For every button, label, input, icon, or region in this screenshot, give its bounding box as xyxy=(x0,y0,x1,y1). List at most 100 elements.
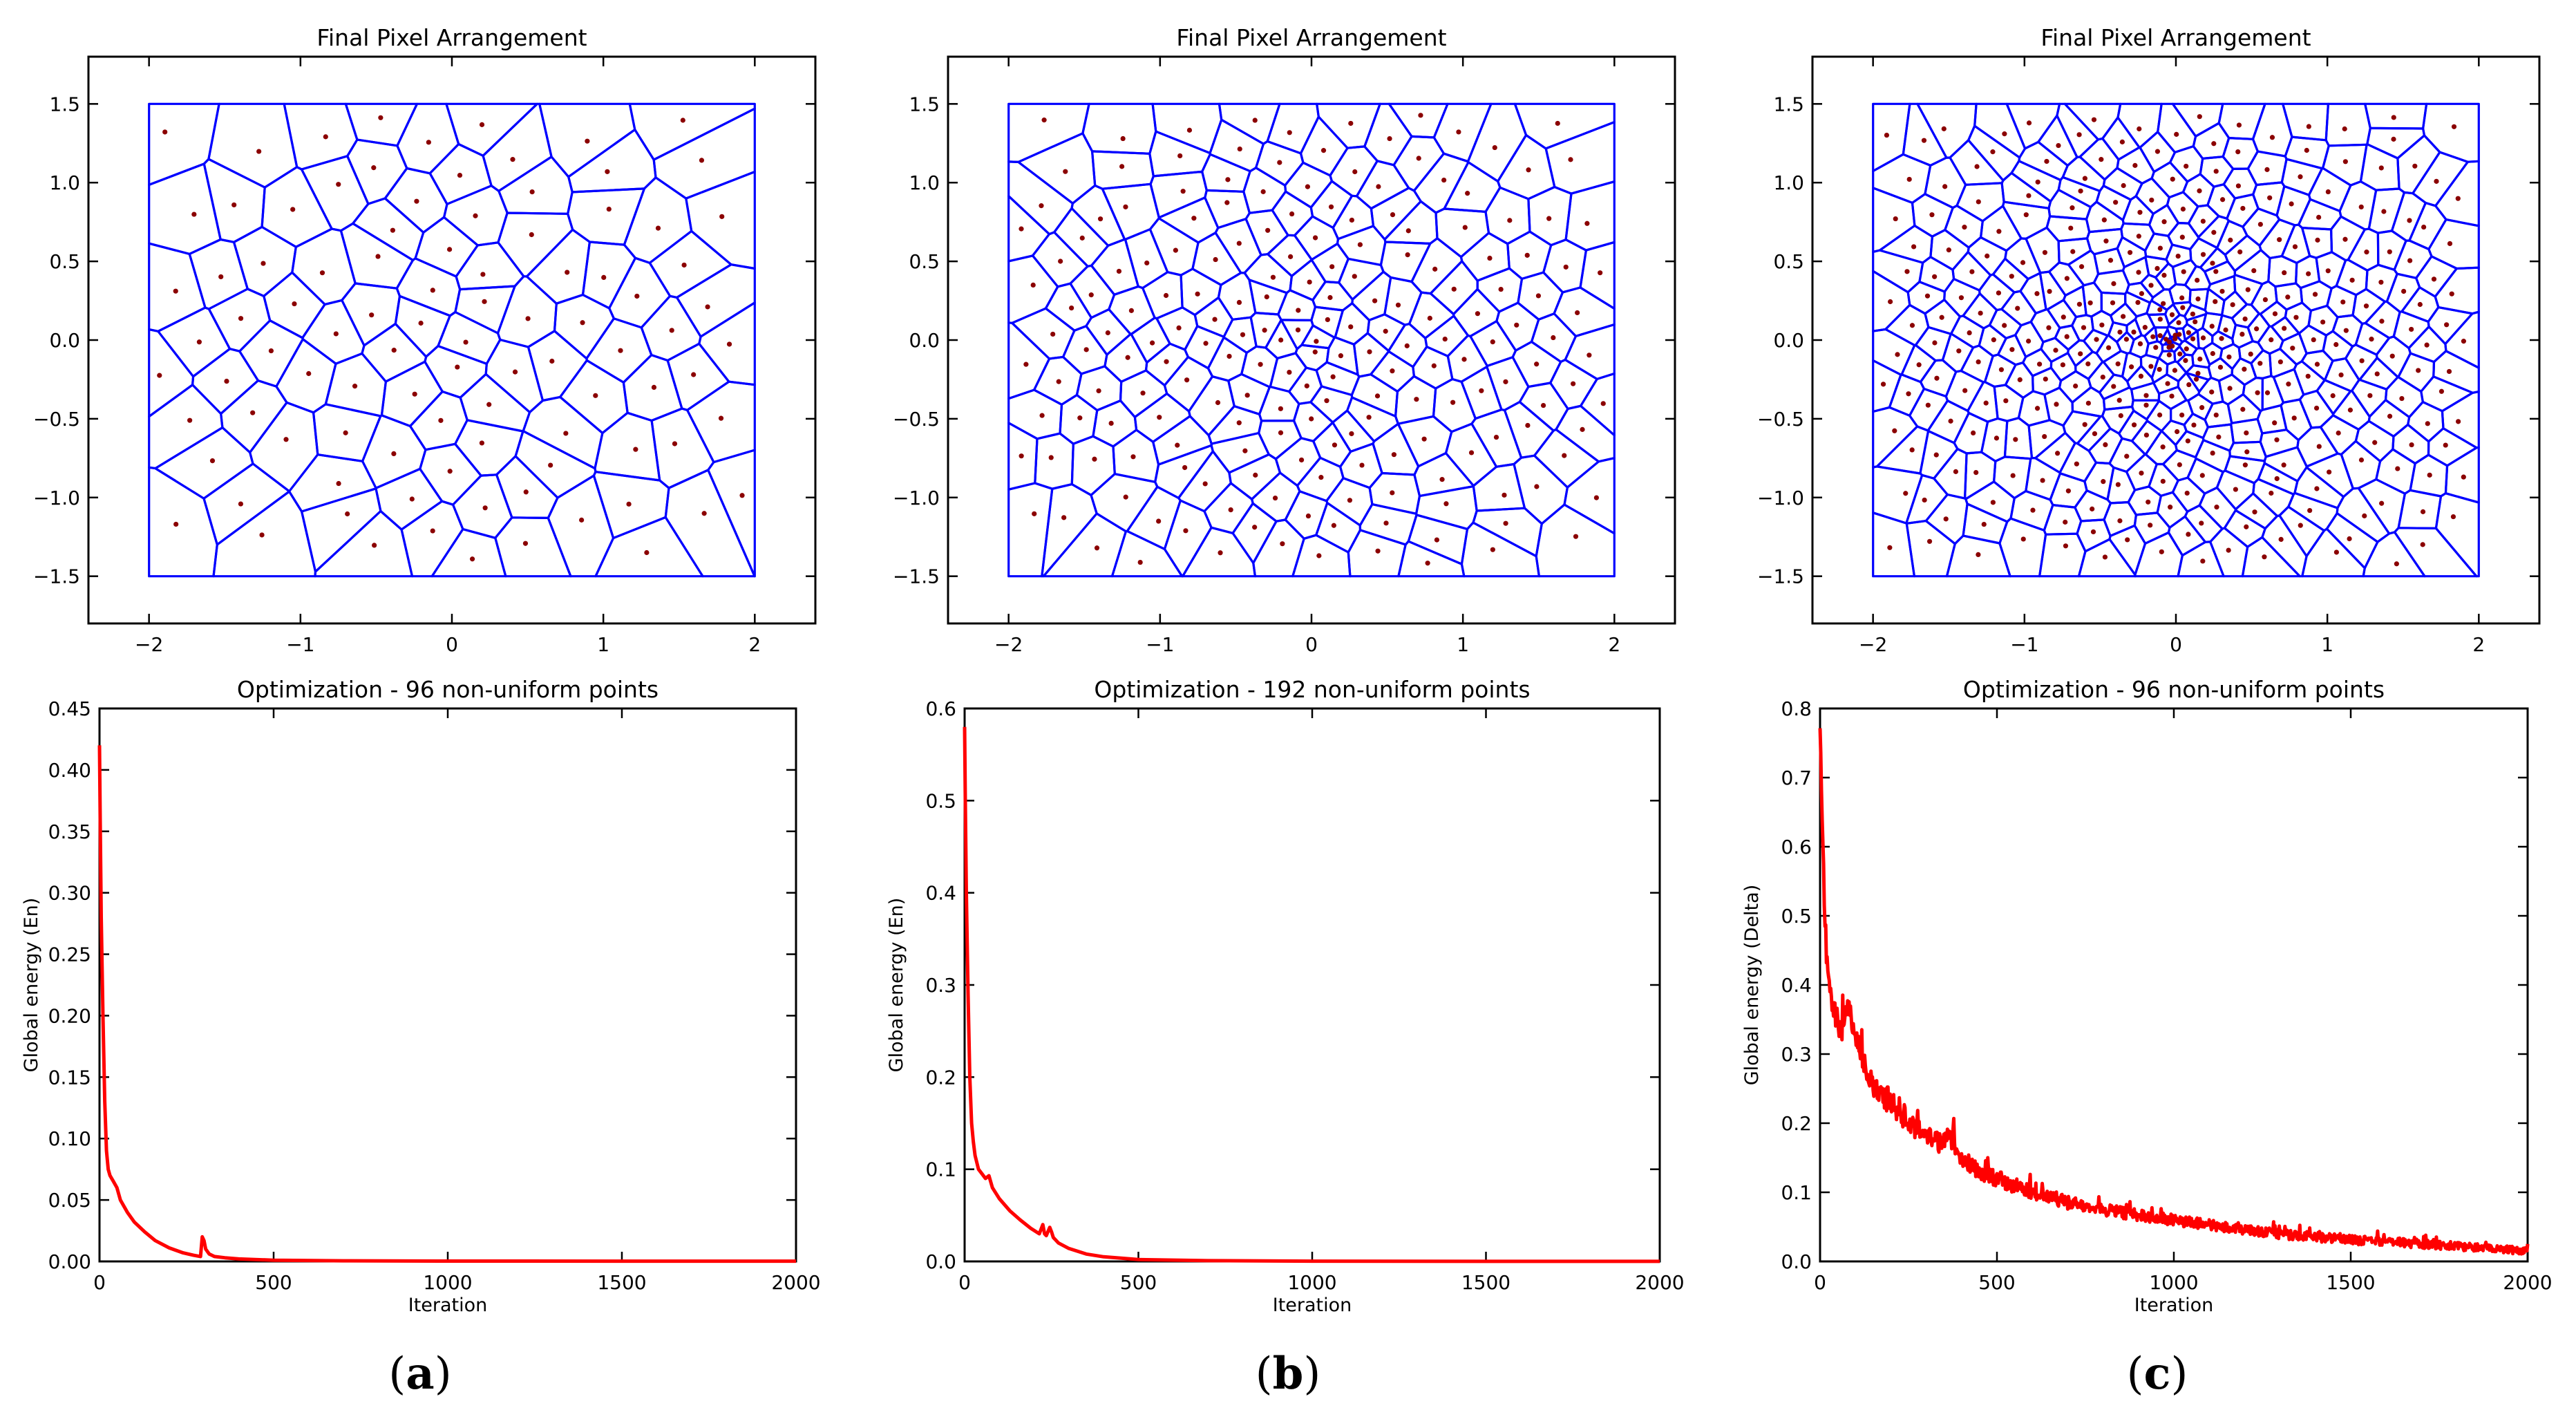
y-tick-label-2-3: 0.0 xyxy=(1773,329,1804,352)
voronoi-site xyxy=(1390,212,1396,218)
voronoi-site xyxy=(1990,500,1996,505)
voronoi-site xyxy=(1434,537,1440,543)
voronoi-site xyxy=(1942,184,1948,189)
voronoi-site xyxy=(2070,249,2076,254)
voronoi-site xyxy=(323,134,328,140)
voronoi-site xyxy=(2157,317,2163,322)
y-tick-label-4-1: 0.1 xyxy=(925,1158,956,1181)
voronoi-site xyxy=(1490,339,1495,345)
voronoi-site xyxy=(2163,337,2169,342)
voronoi-site xyxy=(2025,338,2032,344)
energy-line-4-0 xyxy=(963,726,1660,1263)
voronoi-cell xyxy=(220,379,288,454)
voronoi-cell xyxy=(1980,205,2023,252)
voronoi-site xyxy=(2455,196,2461,201)
x-tick-label-1-3: 1 xyxy=(1457,633,1469,656)
voronoi-site xyxy=(2277,359,2283,365)
voronoi-site xyxy=(2190,336,2196,341)
voronoi-site xyxy=(2160,444,2166,450)
voronoi-site xyxy=(2053,348,2058,353)
voronoi-cell xyxy=(498,156,574,215)
voronoi-site xyxy=(2184,490,2190,496)
voronoi-site xyxy=(336,480,341,487)
voronoi-site xyxy=(2254,326,2260,332)
voronoi-site xyxy=(2461,339,2467,344)
voronoi-site xyxy=(2137,126,2142,132)
voronoi-site xyxy=(1144,260,1150,266)
x-tick-label-2-2: 0 xyxy=(2170,633,2182,656)
voronoi-cell xyxy=(1368,471,1421,515)
x-tick-label-2-3: 1 xyxy=(2321,633,2333,656)
voronoi-site xyxy=(2078,188,2083,194)
voronoi-cell xyxy=(1432,102,1493,163)
voronoi-site xyxy=(1108,420,1114,426)
voronoi-site xyxy=(1039,413,1045,418)
voronoi-site xyxy=(1996,229,2002,234)
voronoi-cell xyxy=(1142,271,1184,320)
voronoi-site xyxy=(2110,300,2116,306)
voronoi-cell xyxy=(648,229,732,299)
voronoi-cell xyxy=(148,328,195,418)
voronoi-site xyxy=(680,118,685,123)
voronoi-site xyxy=(2002,131,2007,137)
voronoi-site xyxy=(2115,482,2121,487)
y-tick-label-5-0: 0.0 xyxy=(1781,1250,1812,1273)
voronoi-site xyxy=(2315,237,2320,243)
voronoi-cell xyxy=(707,449,756,578)
voronoi-cell xyxy=(2324,102,2371,147)
voronoi-site xyxy=(2153,345,2159,350)
voronoi-site xyxy=(1331,523,1336,528)
voronoi-cell xyxy=(2108,524,2147,576)
voronoi-site xyxy=(510,157,515,162)
voronoi-site xyxy=(1887,545,1893,550)
voronoi-cell xyxy=(2242,376,2264,413)
voronoi-cell xyxy=(1884,303,1930,347)
voronoi-site xyxy=(719,214,725,219)
voronoi-site xyxy=(1277,160,1282,165)
voronoi-site xyxy=(2046,325,2052,330)
voronoi-site xyxy=(1329,264,1335,270)
voronoi-site xyxy=(2047,288,2052,294)
voronoi-site xyxy=(333,331,339,337)
voronoi-site xyxy=(1280,541,1285,547)
voronoi-site xyxy=(1349,431,1354,437)
voronoi-site xyxy=(2094,337,2099,342)
voronoi-site xyxy=(2061,314,2066,320)
voronoi-site xyxy=(2314,486,2320,491)
voronoi-cell xyxy=(484,338,544,414)
y-tick-label-5-4: 0.4 xyxy=(1781,974,1812,997)
voronoi-site xyxy=(2003,398,2009,404)
voronoi-site xyxy=(2330,393,2336,399)
voronoi-site xyxy=(1971,430,1976,436)
voronoi-site xyxy=(593,393,598,398)
voronoi-cell xyxy=(2101,405,2135,435)
voronoi-site xyxy=(1514,322,1519,328)
chart-0: −2 −1 0 1 2 1.5 1.0 0.5 0.0 −0.5 −1.0 −1.5 Final Pix… xyxy=(33,24,817,656)
voronoi-site xyxy=(1236,241,1242,246)
voronoi-site xyxy=(1278,430,1284,435)
voronoi-site xyxy=(2009,274,2014,279)
x-tick-label-3-3: 1500 xyxy=(597,1271,646,1294)
voronoi-site xyxy=(2358,457,2365,463)
voronoi-cell xyxy=(2156,491,2189,529)
voronoi-site xyxy=(1439,477,1445,482)
voronoi-site xyxy=(438,417,444,423)
voronoi-site xyxy=(2374,371,2380,377)
voronoi-cell xyxy=(1316,102,1381,149)
voronoi-site xyxy=(2274,437,2280,442)
voronoi-site xyxy=(2143,432,2150,438)
voronoi-cell xyxy=(2305,452,2354,498)
voronoi-site xyxy=(2161,301,2166,306)
voronoi-site xyxy=(1933,452,1939,458)
voronoi-site xyxy=(2200,218,2206,224)
voronoi-site xyxy=(2381,209,2387,214)
voronoi-site xyxy=(2179,412,2185,418)
voronoi-site xyxy=(486,402,492,407)
y-tick-label-4-3: 0.3 xyxy=(925,974,956,997)
voronoi-site xyxy=(1479,388,1484,393)
voronoi-site xyxy=(2272,311,2278,317)
voronoi-site xyxy=(1236,420,1242,426)
voronoi-cell xyxy=(1007,195,1051,263)
voronoi-site xyxy=(1573,534,1579,539)
voronoi-site xyxy=(1540,402,1546,408)
